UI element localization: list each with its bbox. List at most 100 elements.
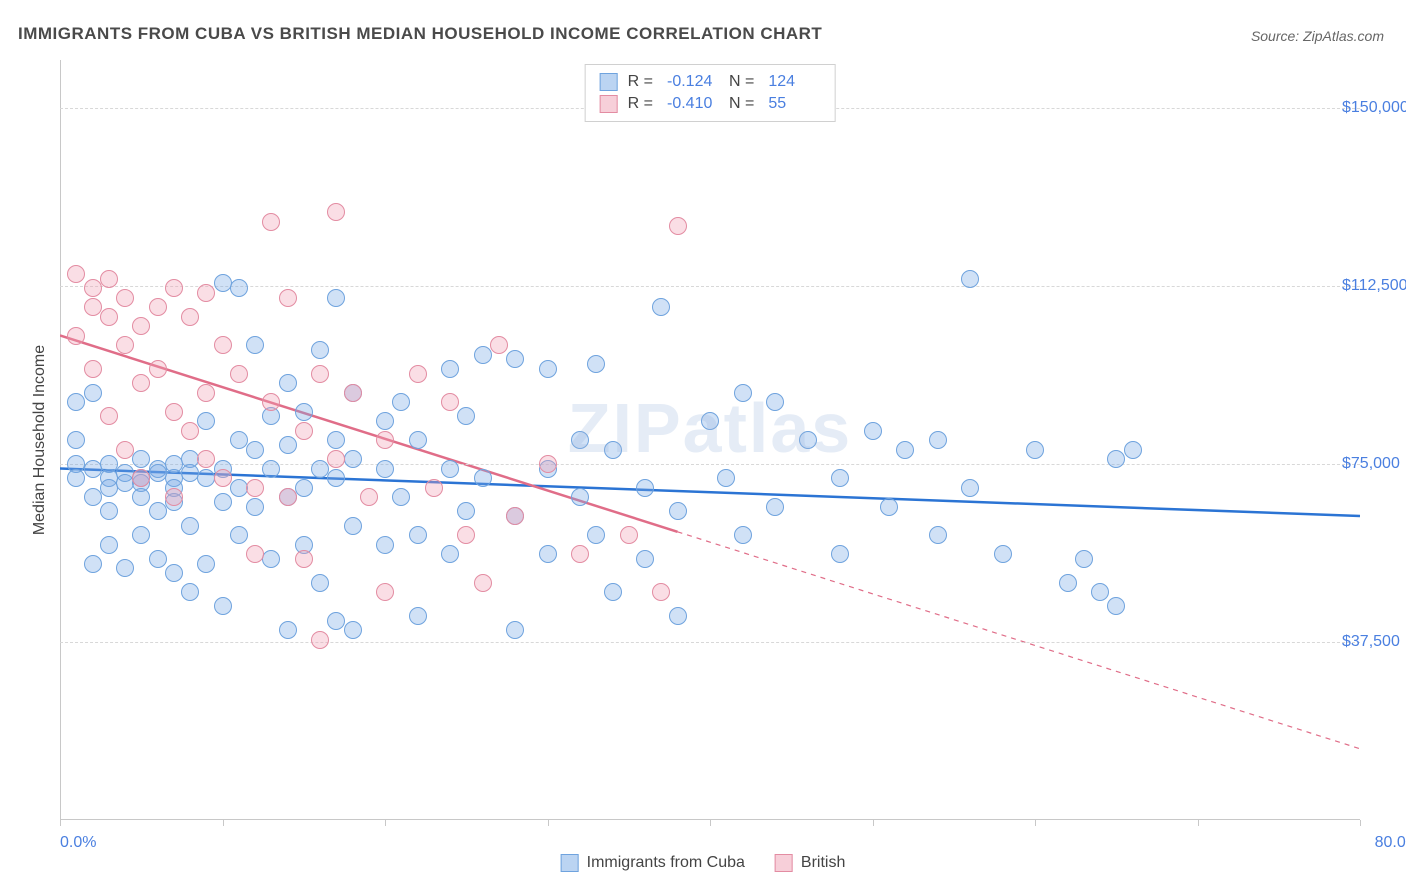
scatter-point — [1075, 550, 1093, 568]
scatter-point — [896, 441, 914, 459]
scatter-point — [539, 360, 557, 378]
scatter-point — [441, 460, 459, 478]
scatter-point — [669, 502, 687, 520]
scatter-point — [587, 355, 605, 373]
scatter-point — [311, 341, 329, 359]
scatter-point — [311, 574, 329, 592]
legend-label: Immigrants from Cuba — [587, 854, 745, 872]
scatter-point — [67, 431, 85, 449]
scatter-point — [165, 488, 183, 506]
y-tick-label: $75,000 — [1342, 455, 1406, 473]
scatter-point — [620, 526, 638, 544]
scatter-point — [717, 469, 735, 487]
scatter-point — [246, 479, 264, 497]
n-value: 124 — [768, 73, 820, 91]
scatter-point — [539, 455, 557, 473]
scatter-point — [197, 450, 215, 468]
legend-item: Immigrants from Cuba — [561, 854, 745, 872]
scatter-point — [929, 431, 947, 449]
scatter-point — [116, 441, 134, 459]
scatter-point — [1026, 441, 1044, 459]
scatter-point — [246, 498, 264, 516]
scatter-point — [376, 536, 394, 554]
scatter-point — [734, 384, 752, 402]
scatter-point — [344, 517, 362, 535]
series-legend: Immigrants from Cuba British — [561, 854, 846, 872]
scatter-point — [929, 526, 947, 544]
scatter-point — [295, 550, 313, 568]
r-label: R = — [628, 95, 653, 113]
scatter-point — [181, 308, 199, 326]
scatter-point — [214, 493, 232, 511]
scatter-point — [344, 621, 362, 639]
scatter-point — [344, 450, 362, 468]
stats-row: R = -0.410 N = 55 — [600, 93, 821, 115]
scatter-point — [262, 460, 280, 478]
scatter-point — [295, 403, 313, 421]
y-tick-label: $112,500 — [1342, 277, 1406, 295]
scatter-point — [132, 450, 150, 468]
x-tick — [60, 820, 61, 826]
scatter-point — [474, 469, 492, 487]
gridline-h — [60, 642, 1360, 643]
scatter-point — [230, 279, 248, 297]
stats-row: R = -0.124 N = 124 — [600, 71, 821, 93]
scatter-point — [100, 536, 118, 554]
scatter-point — [376, 412, 394, 430]
x-tick — [385, 820, 386, 826]
scatter-point — [132, 317, 150, 335]
n-label: N = — [729, 73, 754, 91]
legend-swatch-blue — [600, 73, 618, 91]
scatter-point — [409, 607, 427, 625]
scatter-point — [132, 374, 150, 392]
scatter-point — [100, 270, 118, 288]
scatter-point — [392, 488, 410, 506]
scatter-point — [181, 464, 199, 482]
scatter-point — [652, 298, 670, 316]
y-tick-label: $37,500 — [1342, 633, 1406, 651]
scatter-point — [132, 488, 150, 506]
scatter-point — [701, 412, 719, 430]
n-value: 55 — [768, 95, 820, 113]
scatter-point — [327, 450, 345, 468]
scatter-point — [409, 431, 427, 449]
scatter-point — [165, 403, 183, 421]
chart-title: IMMIGRANTS FROM CUBA VS BRITISH MEDIAN H… — [18, 24, 822, 44]
legend-label: British — [801, 854, 845, 872]
scatter-point — [295, 479, 313, 497]
scatter-point — [149, 502, 167, 520]
legend-swatch-pink — [775, 854, 793, 872]
scatter-point — [149, 464, 167, 482]
scatter-point — [311, 365, 329, 383]
scatter-point — [197, 555, 215, 573]
scatter-point — [441, 393, 459, 411]
scatter-point — [766, 393, 784, 411]
scatter-point — [799, 431, 817, 449]
scatter-point — [246, 545, 264, 563]
scatter-point — [864, 422, 882, 440]
scatter-point — [506, 621, 524, 639]
scatter-point — [636, 479, 654, 497]
legend-swatch-blue — [561, 854, 579, 872]
scatter-point — [604, 441, 622, 459]
scatter-point — [571, 431, 589, 449]
scatter-point — [441, 360, 459, 378]
scatter-point — [506, 507, 524, 525]
scatter-point — [327, 431, 345, 449]
r-label: R = — [628, 73, 653, 91]
y-tick-label: $150,000 — [1342, 99, 1406, 117]
scatter-point — [961, 479, 979, 497]
trend-line-dashed — [678, 532, 1361, 749]
scatter-point — [327, 469, 345, 487]
scatter-point — [571, 545, 589, 563]
scatter-point — [230, 526, 248, 544]
scatter-plot: ZIPatlas R = -0.124 N = 124 R = -0.410 N… — [60, 60, 1360, 820]
scatter-point — [571, 488, 589, 506]
scatter-point — [734, 526, 752, 544]
scatter-point — [214, 469, 232, 487]
scatter-point — [295, 422, 313, 440]
x-tick — [1035, 820, 1036, 826]
scatter-point — [587, 526, 605, 544]
scatter-point — [116, 559, 134, 577]
scatter-point — [279, 374, 297, 392]
